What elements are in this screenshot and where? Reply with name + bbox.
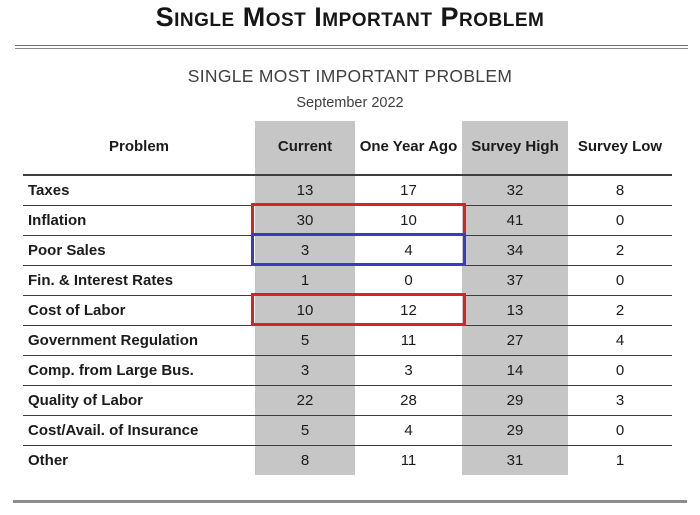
cell-survey-high: 29 xyxy=(462,385,568,415)
table-row: Taxes 13 17 32 8 xyxy=(23,175,672,205)
column-header-current: Current xyxy=(255,121,355,175)
cell-survey-low: 8 xyxy=(615,181,625,199)
cell-survey-low: 2 xyxy=(615,301,625,319)
cell-survey-low: 0 xyxy=(615,211,625,229)
cell-one-year-ago: 3 xyxy=(404,361,413,379)
table-row: Government Regulation 5 11 27 4 xyxy=(23,325,672,355)
cell-survey-low: 0 xyxy=(615,361,625,379)
cell-problem: Inflation xyxy=(28,211,87,229)
cell-one-year-ago: 4 xyxy=(404,241,413,259)
cell-one-year-ago: 10 xyxy=(400,211,417,229)
problem-table-body: Taxes 13 17 32 8 Inflation 30 10 41 0 Poor Sales 3 4… xyxy=(23,175,672,475)
cell-problem: Cost/Avail. of Insurance xyxy=(28,421,199,439)
table-row: Comp. from Large Bus. 3 3 14 0 xyxy=(23,355,672,385)
cell-one-year-ago: 11 xyxy=(400,451,417,469)
cell-problem: Fin. & Interest Rates xyxy=(28,271,174,289)
column-header-survey-high: Survey High xyxy=(462,121,568,175)
table-date: September 2022 xyxy=(296,95,404,111)
column-header-problem: Problem xyxy=(108,138,169,156)
cell-current: 22 xyxy=(255,385,355,415)
column-header-one-year-ago: One Year Ago xyxy=(359,138,458,156)
cell-problem: Other xyxy=(28,451,69,469)
cell-survey-low: 0 xyxy=(615,271,625,289)
cell-problem: Cost of Labor xyxy=(28,301,126,319)
cell-survey-low: 1 xyxy=(615,451,625,469)
table-row: Quality of Labor 22 28 29 3 xyxy=(23,385,672,415)
table-row: Cost/Avail. of Insurance 5 4 29 0 xyxy=(23,415,672,445)
cell-survey-high: 14 xyxy=(462,355,568,385)
table-row: Inflation 30 10 41 0 xyxy=(23,205,672,235)
table-row: Other 8 11 31 1 xyxy=(23,445,672,475)
cell-current: 10 xyxy=(255,295,355,325)
cell-problem: Government Regulation xyxy=(28,331,199,349)
table-row: Poor Sales 3 4 34 2 xyxy=(23,235,672,265)
cell-problem: Poor Sales xyxy=(28,241,106,259)
cell-one-year-ago: 28 xyxy=(400,391,417,409)
cell-survey-low: 4 xyxy=(615,331,625,349)
cell-problem: Quality of Labor xyxy=(28,391,144,409)
cell-current: 30 xyxy=(255,205,355,235)
cell-survey-high: 31 xyxy=(462,445,568,475)
problem-table-header: Problem Current One Year Ago Survey High… xyxy=(23,121,672,175)
cell-current: 1 xyxy=(255,265,355,295)
cell-current: 3 xyxy=(255,355,355,385)
cell-problem: Comp. from Large Bus. xyxy=(28,361,194,379)
cell-survey-low: 3 xyxy=(615,391,625,409)
cell-one-year-ago: 17 xyxy=(400,181,417,199)
cell-survey-high: 13 xyxy=(462,295,568,325)
cell-survey-low: 0 xyxy=(615,421,625,439)
problem-table: Problem Current One Year Ago Survey High… xyxy=(23,121,672,475)
table-row: Fin. & Interest Rates 1 0 37 0 xyxy=(23,265,672,295)
cell-one-year-ago: 12 xyxy=(400,301,417,319)
cell-survey-high: 29 xyxy=(462,415,568,445)
cell-survey-high: 27 xyxy=(462,325,568,355)
cell-survey-high: 34 xyxy=(462,235,568,265)
cell-one-year-ago: 4 xyxy=(404,421,413,439)
title-divider xyxy=(15,45,688,49)
table-title: SINGLE MOST IMPORTANT PROBLEM xyxy=(187,66,513,86)
table-row: Cost of Labor 10 12 13 2 xyxy=(23,295,672,325)
cell-current: 13 xyxy=(255,175,355,205)
cell-survey-high: 41 xyxy=(462,205,568,235)
cell-one-year-ago: 11 xyxy=(400,331,417,349)
cell-current: 5 xyxy=(255,415,355,445)
cell-survey-high: 37 xyxy=(462,265,568,295)
cell-current: 8 xyxy=(255,445,355,475)
cell-current: 5 xyxy=(255,325,355,355)
column-header-survey-low: Survey Low xyxy=(577,138,663,156)
cell-survey-high: 32 xyxy=(462,175,568,205)
cell-survey-low: 2 xyxy=(615,241,625,259)
cell-problem: Taxes xyxy=(28,181,70,199)
report-title: Single Most Important Problem xyxy=(155,2,545,32)
cell-one-year-ago: 0 xyxy=(404,271,413,289)
footer-divider xyxy=(13,500,687,503)
cell-current: 3 xyxy=(255,235,355,265)
